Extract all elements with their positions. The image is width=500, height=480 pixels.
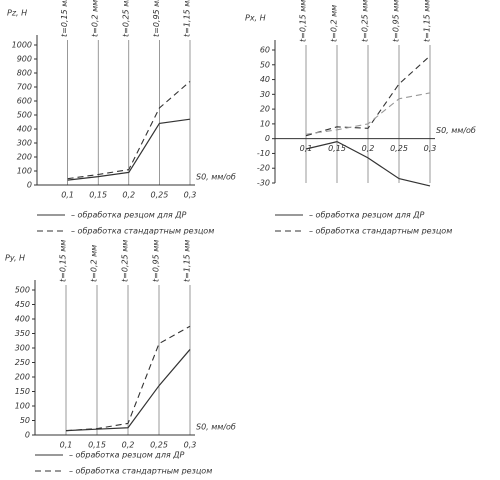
top-label: t=0,25 мм (361, 0, 370, 42)
top-label: t=0,15 мм (60, 0, 69, 37)
y-tick-label: 40 (260, 75, 270, 84)
top-label: t=0,25 мм (121, 0, 130, 37)
y-tick-label: 200 (17, 153, 32, 162)
y-tick-label: 250 (15, 358, 30, 367)
y-tick-label: 1000 (12, 41, 32, 50)
x-tick-label: 0,2 (362, 144, 375, 153)
x-tick-label: 0,15 (88, 441, 106, 450)
y-axis-label: Px, H (245, 14, 266, 23)
top-label: t=0,2 мм (330, 5, 339, 42)
x-tick-label: 0,1 (61, 191, 74, 200)
x-tick-label: 0,25 (150, 441, 168, 450)
top-label: t=1,15 мм (183, 0, 192, 37)
y-tick-label: 20 (260, 105, 270, 114)
top-label: t=0,15 мм (59, 240, 68, 282)
y-tick-label: 100 (17, 167, 32, 176)
series-line (67, 80, 191, 180)
y-tick-label: 600 (17, 97, 32, 106)
y-tick-label: 0 (265, 134, 270, 143)
x-axis-label: S0, мм/об (436, 126, 476, 135)
y-tick-label: 300 (15, 344, 30, 353)
x-axis-label: S0, мм/об (196, 423, 236, 432)
y-tick-label: 500 (17, 111, 32, 120)
y-tick-label: -30 (257, 179, 270, 188)
y-tick-label: 150 (15, 387, 30, 396)
legend-label: – обработка резцом для ДР (71, 211, 187, 220)
top-label: t=1,15 мм (183, 240, 192, 282)
x-tick-label: 0,25 (390, 144, 408, 153)
y-tick-label: 500 (15, 286, 30, 295)
y-tick-label: 700 (17, 83, 32, 92)
y-tick-label: 30 (260, 90, 270, 99)
top-label: t=0,25 мм (121, 240, 130, 282)
x-tick-label: 0,15 (89, 191, 107, 200)
y-tick-label: -10 (257, 149, 270, 158)
x-axis-label: S0, мм/об (196, 173, 236, 182)
legend-label: – обработка стандартным резцом (69, 467, 212, 476)
x-tick-label: 0,2 (122, 441, 135, 450)
y-tick-label: 0 (27, 181, 32, 190)
y-tick-label: 100 (15, 402, 30, 411)
y-tick-label: 900 (17, 55, 32, 64)
top-label: t=1,15 мм (423, 0, 432, 42)
top-label: t=0,2 мм (90, 245, 99, 282)
top-label: t=0,95 мм (152, 240, 161, 282)
x-tick-label: 0,15 (328, 144, 346, 153)
y-axis-label: Py, H (5, 254, 25, 263)
y-axis-label: Pz, H (7, 9, 27, 18)
x-tick-label: 0,2 (122, 191, 135, 200)
legend-label: – обработка резцом для ДР (69, 451, 185, 460)
legend-label: – обработка стандартным резцом (71, 227, 214, 236)
y-tick-label: 400 (15, 315, 30, 324)
y-tick-label: 400 (17, 125, 32, 134)
y-tick-label: 350 (15, 329, 30, 338)
y-tick-label: 0 (25, 431, 30, 440)
series-line (305, 55, 431, 137)
top-label: t=0,95 мм (152, 0, 161, 37)
y-tick-label: 50 (260, 60, 270, 69)
x-tick-label: 0,3 (184, 191, 197, 200)
x-tick-label: 0,3 (424, 144, 437, 153)
x-tick-label: 0,3 (184, 441, 197, 450)
y-tick-label: 50 (20, 416, 30, 425)
series-line (65, 325, 191, 432)
y-tick-label: 10 (260, 119, 270, 128)
x-tick-label: 0,1 (60, 441, 73, 450)
y-tick-label: 800 (17, 69, 32, 78)
legend-label: – обработка стандартным резцом (309, 227, 452, 236)
y-tick-label: 60 (260, 46, 270, 55)
x-tick-label: 0,25 (150, 191, 168, 200)
y-tick-label: 450 (15, 300, 30, 309)
top-label: t=0,95 мм (392, 0, 401, 42)
series-line (67, 118, 191, 181)
top-label: t=0,2 мм (91, 0, 100, 37)
y-tick-label: 300 (17, 139, 32, 148)
top-label: t=0,15 мм (299, 0, 308, 42)
legend-label: – обработка резцом для ДР (309, 211, 425, 220)
y-tick-label: 200 (15, 373, 30, 382)
y-tick-label: -20 (257, 164, 270, 173)
series-line (305, 92, 431, 135)
series-line (305, 140, 431, 187)
